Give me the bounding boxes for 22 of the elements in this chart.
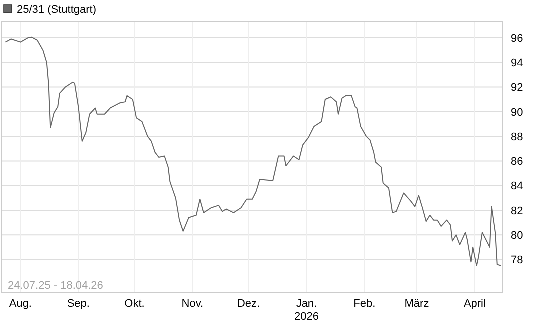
y-tick-label: 82: [511, 205, 524, 218]
line-series: [5, 36, 502, 266]
y-tick-label: 94: [511, 58, 524, 70]
x-tick-label: April: [464, 298, 486, 310]
y-tick-label: 84: [511, 180, 524, 193]
x-tick-label: Feb.: [354, 298, 376, 310]
x-tick-label: Okt.: [124, 298, 145, 310]
x-tick-label: Aug.: [9, 298, 32, 310]
annotation: 24.07.25 - 18.04.26: [8, 280, 104, 292]
y-tick-label: 88: [511, 131, 524, 144]
y-tick-label: 86: [511, 156, 524, 168]
y-tick-label: 80: [511, 230, 524, 242]
x-tick-label: Sep.: [67, 298, 90, 310]
y-tick-label: 90: [511, 106, 524, 119]
x-tick-label: März: [404, 298, 430, 310]
y-tick-label: 78: [511, 254, 524, 267]
x-tick-label: Dez.: [237, 298, 260, 310]
y-tick-label: 92: [511, 82, 524, 94]
x-tick-label: Nov.: [182, 298, 204, 310]
y-tick-label: 96: [511, 32, 524, 45]
legend-label: 25/31 (Stuttgart): [17, 4, 96, 16]
x-tick-label: Jan. 2026: [294, 298, 319, 323]
